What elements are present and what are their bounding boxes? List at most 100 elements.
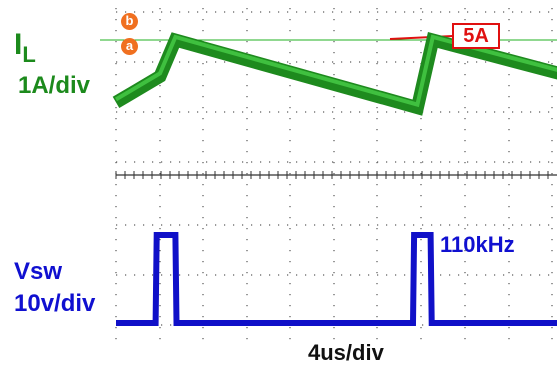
grid-dot [440,274,441,275]
grid-dot [420,129,421,130]
grid-dot [202,85,203,86]
grid-dot [260,224,261,225]
grid-dot [296,61,297,62]
grid-dot [202,8,203,9]
grid-dot [159,283,160,284]
grid-dot [386,274,387,275]
grid-dot [115,316,116,317]
grid-dot [188,224,189,225]
grid-dot [508,305,509,306]
grid-dot [289,184,290,185]
grid-dot [395,11,396,12]
time-scale-label: 4us/div [308,340,384,366]
grid-dot [530,111,531,112]
grid-dot [359,61,360,62]
grid-dot [246,173,247,174]
grid-dot [159,162,160,163]
grid-dot [161,111,162,112]
grid-dot [215,11,216,12]
grid-dot [551,173,552,174]
grid-dot [143,224,144,225]
grid-dot [376,52,377,53]
grid-dot [476,274,477,275]
grid-dot [467,61,468,62]
grid-dot [494,161,495,162]
grid-dot [115,206,116,207]
grid-dot [420,261,421,262]
grid-dot [548,111,549,112]
grid-dot [376,206,377,207]
grid-dot [143,11,144,12]
grid-dot [512,11,513,12]
grid-dot [323,11,324,12]
grid-dot [251,11,252,12]
grid-dot [420,195,421,196]
grid-dot [305,111,306,112]
grid-dot [404,61,405,62]
grid-dot [115,294,116,295]
grid-dot [289,162,290,163]
grid-dot [551,206,552,207]
grid-dot [485,111,486,112]
grid-dot [368,111,369,112]
grid-dot [376,151,377,152]
grid-dot [420,8,421,9]
grid-dot [287,274,288,275]
grid-dot [115,30,116,31]
grid-dot [376,129,377,130]
grid-dot [359,274,360,275]
grid-dot [431,161,432,162]
grid-dot [246,52,247,53]
grid-dot [152,161,153,162]
grid-dot [115,107,116,108]
grid-dot [467,274,468,275]
grid-dot [159,250,160,251]
grid-dot [246,195,247,196]
grid-dot [116,274,117,275]
grid-dot [551,151,552,152]
grid-dot [551,118,552,119]
grid-dot [202,30,203,31]
grid-dot [386,111,387,112]
grid-dot [548,161,549,162]
grid-dot [464,162,465,163]
grid-dot [242,11,243,12]
grid-dot [202,184,203,185]
grid-dot [458,161,459,162]
grid-dot [170,274,171,275]
grid-dot [464,63,465,64]
grid-dot [551,239,552,240]
grid-dot [420,41,421,42]
grid-dot [246,140,247,141]
grid-dot [413,11,414,12]
grid-dot [197,274,198,275]
grid-dot [289,30,290,31]
grid-dot [333,250,334,251]
grid-dot [420,173,421,174]
grid-dot [464,261,465,262]
grid-dot [458,274,459,275]
grid-dot [134,161,135,162]
grid-dot [464,19,465,20]
grid-dot [350,274,351,275]
grid-dot [551,129,552,130]
grid-dot [246,239,247,240]
grid-dot [422,161,423,162]
grid-dot [246,272,247,273]
grid-dot [233,274,234,275]
grid-dot [289,19,290,20]
grid-dot [215,224,216,225]
grid-dot [508,184,509,185]
grid-dot [332,11,333,12]
grid-dot [476,111,477,112]
grid-dot [376,239,377,240]
grid-dot [188,274,189,275]
grid-dot [296,161,297,162]
grid-dot [197,224,198,225]
grid-dot [508,41,509,42]
grid-dot [206,111,207,112]
grid-dot [332,274,333,275]
grid-dot [512,161,513,162]
grid-dot [521,161,522,162]
grid-dot [464,217,465,218]
